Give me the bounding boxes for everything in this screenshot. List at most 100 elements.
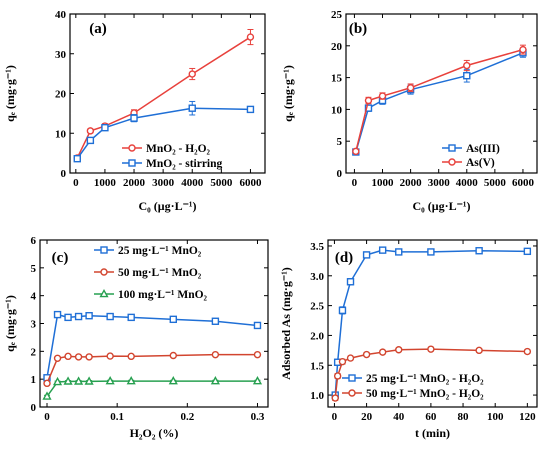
data-point: [378, 92, 387, 100]
data-point: [395, 346, 403, 354]
data-point: [43, 379, 51, 388]
legend-label: 100 mg·L⁻¹ MnO₂: [118, 289, 208, 301]
chart-panel-2: 0 1000 2000 3000 4000 5000 6000 0 5 10 15 20 25 C₀ (μ…: [281, 9, 538, 213]
data-point: [253, 321, 262, 330]
x-tick-label: 0.2: [180, 411, 194, 423]
data-point: [346, 278, 355, 286]
data-point: [74, 312, 83, 321]
data-point: [523, 347, 532, 356]
data-point: [42, 391, 52, 400]
chart-panel-1: 0 1000 2000 3000 4000 5000 6000 0 10 20 30 40 C₀ (μg…: [3, 9, 266, 213]
data-point: [64, 313, 72, 322]
legend-label: 25 mg·L⁻¹ MnO₂: [118, 245, 202, 257]
series-2: [352, 44, 527, 156]
y-tick-label: 0: [61, 168, 67, 180]
x-axis-label: C₀ (μg·L⁻¹): [413, 199, 471, 213]
y-tick-label: 4: [31, 291, 37, 303]
series-line: [46, 313, 258, 378]
legend-marker: [348, 389, 356, 397]
data-point: [333, 372, 342, 380]
panel-label: (b): [349, 21, 367, 37]
x-tick-label: 2000: [123, 177, 146, 189]
data-point: [246, 33, 255, 41]
data-point: [127, 313, 135, 322]
x-tick-label: 3000: [152, 177, 175, 189]
y-tick-label: 25: [331, 9, 343, 21]
data-point: [331, 394, 339, 402]
data-point: [364, 96, 373, 105]
x-tick-label: 40: [393, 411, 405, 423]
data-point: [169, 351, 177, 360]
legend-label: 25 mg·L⁻¹ MnO₂ - H₂O₂: [366, 373, 484, 385]
chart-panel-4: 0 20 40 60 80 100 120 1.0 1.5 2.0 2.5 3.0 3.5 t (min)…: [279, 239, 538, 440]
legend-entry: 25 mg·L⁻¹ MnO₂: [94, 245, 202, 257]
data-point: [210, 376, 220, 385]
x-axis-label: t (min): [415, 426, 450, 440]
y-tick-label: 20: [331, 41, 343, 53]
y-tick-label: 5: [31, 263, 37, 275]
data-point: [378, 246, 387, 254]
y-tick-label: 30: [55, 49, 67, 61]
y-tick-label: 15: [331, 73, 343, 85]
data-point: [338, 306, 347, 315]
y-tick-label: 2.0: [310, 330, 324, 342]
legend-label: As(III): [466, 143, 500, 155]
data-point: [169, 315, 177, 324]
legend-label: 50 mg·L⁻¹ MnO₂: [118, 267, 202, 279]
data-point: [168, 376, 178, 385]
data-point: [63, 376, 73, 385]
plot-frame: [327, 239, 538, 408]
x-tick-label: 100: [487, 411, 504, 423]
plot-frame: [345, 13, 538, 174]
legend-entry: MnO₂ - H₂O₂: [122, 143, 211, 155]
legend-marker: [448, 158, 456, 166]
x-tick-label: 80: [458, 411, 470, 423]
legend-entry: 25 mg·L⁻¹ MnO₂ - H₂O₂: [342, 373, 484, 385]
data-point: [130, 114, 138, 122]
series-line: [46, 380, 258, 397]
panel-label: (c): [52, 250, 69, 266]
legend-marker: [128, 159, 136, 167]
panel-label: (a): [89, 21, 107, 37]
legend-marker: [448, 144, 456, 152]
legend-marker: [100, 246, 108, 254]
data-point: [395, 248, 403, 256]
legend-entry: 50 mg·L⁻¹ MnO₂ - H₂O₂: [342, 388, 484, 400]
y-axis-label: Adsorbed As (mg·g⁻¹): [279, 267, 293, 380]
x-tick-label: 3000: [428, 177, 451, 189]
series-1: [73, 29, 255, 162]
data-point: [427, 248, 435, 256]
x-axis-label: H₂O₂ (%): [130, 426, 179, 440]
x-tick-label: 120: [519, 411, 536, 423]
series-3: [42, 376, 263, 400]
y-tick-label: 3.5: [310, 241, 324, 253]
series-1: [43, 310, 262, 382]
data-point: [86, 127, 95, 135]
y-tick-label: 3: [31, 319, 37, 331]
legend-entry: 50 mg·L⁻¹ MnO₂: [94, 267, 202, 279]
x-tick-label: 5000: [210, 177, 233, 189]
data-point: [211, 350, 220, 359]
data-point: [52, 376, 63, 386]
y-tick-label: 3.0: [310, 271, 324, 283]
legend-label: MnO₂ - stirring: [146, 158, 223, 170]
data-point: [211, 317, 220, 325]
data-point: [85, 353, 93, 361]
data-point: [463, 71, 471, 80]
y-tick-label: 40: [55, 9, 67, 21]
x-tick-label: 0.1: [110, 411, 124, 423]
y-tick-label: 6: [31, 235, 37, 247]
data-point: [74, 376, 84, 385]
data-point: [84, 376, 94, 385]
x-tick-label: 2000: [400, 177, 423, 189]
x-tick-label: 60: [425, 411, 437, 423]
y-tick-label: 5: [337, 136, 343, 148]
data-point: [523, 247, 532, 256]
x-tick-label: 1000: [372, 177, 395, 189]
x-tick-label: 0: [73, 177, 79, 189]
y-tick-label: 10: [55, 128, 67, 140]
series-1: [352, 47, 527, 156]
y-tick-label: 20: [55, 89, 67, 101]
y-tick-label: 1.5: [310, 360, 324, 372]
data-point: [101, 123, 109, 132]
